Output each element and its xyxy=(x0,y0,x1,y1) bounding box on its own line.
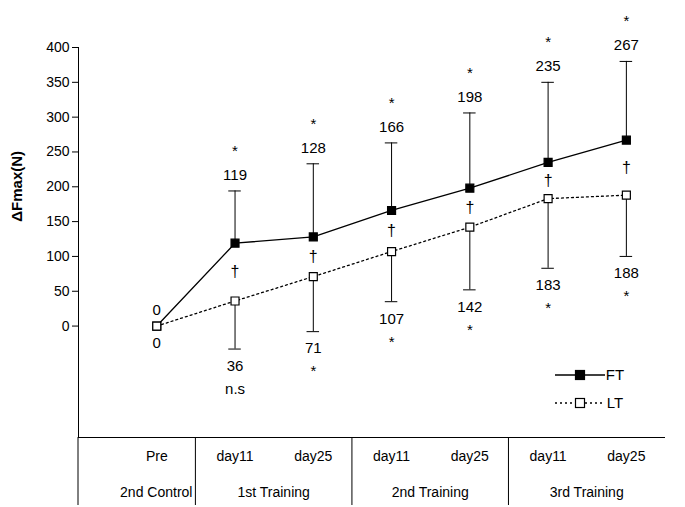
svg-text:1st Training: 1st Training xyxy=(237,484,309,500)
svg-text:day11: day11 xyxy=(216,448,253,464)
svg-text:*: * xyxy=(467,64,473,81)
svg-text:*: * xyxy=(232,142,238,159)
svg-text:0: 0 xyxy=(153,301,161,318)
svg-text:*: * xyxy=(545,299,551,316)
svg-text:*: * xyxy=(389,94,395,111)
svg-text:300: 300 xyxy=(46,109,70,125)
svg-text:0: 0 xyxy=(62,318,70,334)
svg-text:250: 250 xyxy=(46,143,70,159)
svg-text:200: 200 xyxy=(46,178,70,194)
svg-text:350: 350 xyxy=(46,74,70,90)
svg-text:2nd Training: 2nd Training xyxy=(392,484,469,500)
svg-text:188: 188 xyxy=(614,264,639,281)
svg-text:150: 150 xyxy=(46,213,70,229)
svg-text:day25: day25 xyxy=(451,448,489,464)
svg-text:267: 267 xyxy=(614,36,639,53)
svg-text:†: † xyxy=(309,248,318,265)
svg-text:day11: day11 xyxy=(530,448,567,464)
svg-text:LT: LT xyxy=(607,394,623,411)
svg-text:166: 166 xyxy=(379,118,404,135)
svg-text:71: 71 xyxy=(305,339,322,356)
svg-text:235: 235 xyxy=(536,57,561,74)
svg-text:*: * xyxy=(623,287,629,304)
svg-text:100: 100 xyxy=(46,248,70,264)
svg-text:ΔFmax(N): ΔFmax(N) xyxy=(8,151,25,222)
svg-text:2nd Control: 2nd Control xyxy=(120,484,192,500)
svg-text:119: 119 xyxy=(223,166,247,183)
svg-text:0: 0 xyxy=(153,334,161,351)
svg-text:3rd Training: 3rd Training xyxy=(550,484,624,500)
svg-text:†: † xyxy=(544,172,553,189)
svg-text:36: 36 xyxy=(227,357,244,374)
svg-text:*: * xyxy=(310,362,316,379)
svg-text:*: * xyxy=(545,33,551,50)
svg-text:†: † xyxy=(465,199,474,216)
svg-text:*: * xyxy=(310,115,316,132)
svg-text:n.s: n.s xyxy=(225,380,245,397)
svg-text:*: * xyxy=(467,321,473,338)
svg-text:107: 107 xyxy=(379,309,404,326)
svg-text:*: * xyxy=(389,332,395,349)
svg-text:183: 183 xyxy=(536,276,561,293)
svg-text:†: † xyxy=(231,263,240,280)
svg-text:*: * xyxy=(623,12,629,29)
svg-text:Pre: Pre xyxy=(146,448,168,464)
svg-text:†: † xyxy=(622,159,631,176)
svg-text:day25: day25 xyxy=(607,448,645,464)
svg-text:128: 128 xyxy=(301,139,326,156)
svg-text:142: 142 xyxy=(457,298,482,315)
svg-text:day11: day11 xyxy=(373,448,410,464)
svg-text:50: 50 xyxy=(54,283,70,299)
svg-text:day25: day25 xyxy=(294,448,332,464)
svg-text:198: 198 xyxy=(457,88,482,105)
svg-text:†: † xyxy=(387,222,396,239)
svg-text:400: 400 xyxy=(46,39,70,55)
svg-text:FT: FT xyxy=(606,366,624,383)
